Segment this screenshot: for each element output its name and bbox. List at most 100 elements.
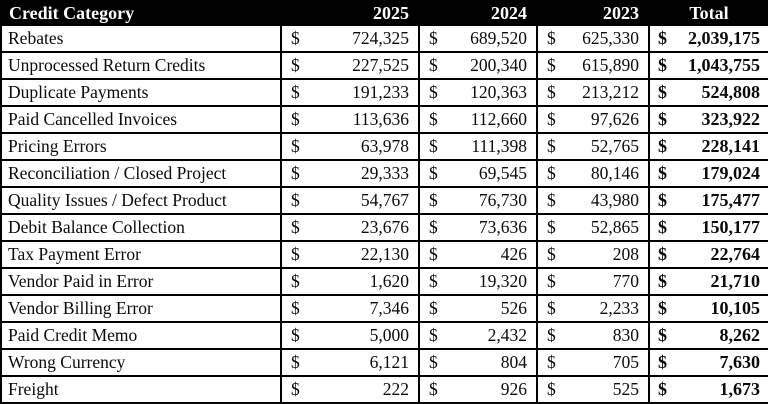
dollar-sign: $ [291,28,300,48]
amount-2024: 926 [500,379,527,399]
total-amount: 323,922 [701,109,761,129]
total-cell: $ 179,024 [648,159,768,188]
dollar-sign: $ [429,244,438,264]
table-row: Rebates $ 724,325 $ 689,520 $ 625,330 $ … [0,24,768,53]
category-cell: Quality Issues / Defect Product [0,186,282,215]
amount-2025: 7,346 [369,298,409,318]
total-amount: 228,141 [701,136,761,156]
header-2024: 2024 [418,0,538,26]
category-cell: Rebates [0,24,282,53]
dollar-sign: $ [658,325,667,345]
dollar-sign: $ [429,109,438,129]
amount-cell-2025: $ 6,121 [280,348,420,377]
amount-2023: 2,233 [599,298,639,318]
table-row: Debit Balance Collection $ 23,676 $ 73,6… [0,213,768,242]
header-total: Total [648,0,768,26]
total-amount: 150,177 [701,217,761,237]
dollar-sign: $ [291,271,300,291]
dollar-sign: $ [291,109,300,129]
amount-cell-2025: $ 724,325 [280,24,420,53]
category-cell: Pricing Errors [0,132,282,161]
amount-cell-2024: $ 111,398 [418,132,538,161]
table-row: Wrong Currency $ 6,121 $ 804 $ 705 $ 7,6… [0,348,768,377]
amount-2025: 5,000 [369,325,409,345]
table-row: Paid Credit Memo $ 5,000 $ 2,432 $ 830 $… [0,321,768,350]
amount-2023: 52,765 [590,136,639,156]
category-cell: Vendor Billing Error [0,294,282,323]
dollar-sign: $ [429,190,438,210]
amount-cell-2023: $ 213,212 [536,78,650,107]
category-cell: Paid Credit Memo [0,321,282,350]
amount-2023: 705 [612,352,639,372]
total-amount: 8,262 [719,325,761,345]
amount-cell-2025: $ 222 [280,375,420,404]
category-cell: Vendor Paid in Error [0,267,282,296]
amount-2024: 111,398 [471,136,527,156]
amount-2025: 724,325 [352,28,409,48]
dollar-sign: $ [429,136,438,156]
amount-2025: 22,130 [360,244,409,264]
amount-2023: 770 [612,271,639,291]
dollar-sign: $ [429,352,438,372]
amount-cell-2023: $ 615,890 [536,51,650,80]
total-cell: $ 1,043,755 [648,51,768,80]
amount-2025: 113,636 [352,109,409,129]
dollar-sign: $ [658,244,667,264]
amount-cell-2023: $ 830 [536,321,650,350]
amount-cell-2023: $ 2,233 [536,294,650,323]
total-cell: $ 524,808 [648,78,768,107]
dollar-sign: $ [547,217,556,237]
category-cell: Freight [0,375,282,404]
amount-2024: 73,636 [478,217,527,237]
total-cell: $ 228,141 [648,132,768,161]
amount-cell-2024: $ 926 [418,375,538,404]
amount-2024: 526 [500,298,527,318]
dollar-sign: $ [291,217,300,237]
amount-cell-2024: $ 120,363 [418,78,538,107]
amount-cell-2025: $ 191,233 [280,78,420,107]
amount-2025: 191,233 [352,82,409,102]
total-cell: $ 10,105 [648,294,768,323]
category-cell: Duplicate Payments [0,78,282,107]
table-row: Pricing Errors $ 63,978 $ 111,398 $ 52,7… [0,132,768,161]
header-row: Credit Category 2025 2024 2023 Total [0,0,768,26]
category-cell: Paid Cancelled Invoices [0,105,282,134]
amount-cell-2023: $ 770 [536,267,650,296]
category-cell: Reconciliation / Closed Project [0,159,282,188]
table-row: Quality Issues / Defect Product $ 54,767… [0,186,768,215]
total-amount: 524,808 [701,82,761,102]
total-cell: $ 323,922 [648,105,768,134]
dollar-sign: $ [291,136,300,156]
dollar-sign: $ [429,55,438,75]
total-amount: 1,043,755 [688,55,760,75]
dollar-sign: $ [291,298,300,318]
amount-2025: 6,121 [369,352,409,372]
amount-cell-2025: $ 1,620 [280,267,420,296]
amount-cell-2025: $ 23,676 [280,213,420,242]
amount-cell-2025: $ 227,525 [280,51,420,80]
amount-cell-2025: $ 54,767 [280,186,420,215]
category-cell: Tax Payment Error [0,240,282,269]
amount-cell-2024: $ 19,320 [418,267,538,296]
total-amount: 2,039,175 [688,28,760,48]
dollar-sign: $ [547,244,556,264]
dollar-sign: $ [547,190,556,210]
amount-cell-2024: $ 426 [418,240,538,269]
dollar-sign: $ [291,244,300,264]
dollar-sign: $ [658,82,667,102]
table-row: Freight $ 222 $ 926 $ 525 $ 1,673 [0,375,768,404]
table-row: Unprocessed Return Credits $ 227,525 $ 2… [0,51,768,80]
dollar-sign: $ [429,163,438,183]
dollar-sign: $ [429,82,438,102]
table-body: Rebates $ 724,325 $ 689,520 $ 625,330 $ … [0,24,768,404]
total-cell: $ 7,630 [648,348,768,377]
table-row: Paid Cancelled Invoices $ 113,636 $ 112,… [0,105,768,134]
total-amount: 175,477 [701,190,761,210]
dollar-sign: $ [547,82,556,102]
amount-2025: 63,978 [360,136,409,156]
header-2023: 2023 [536,0,650,26]
amount-2024: 804 [500,352,527,372]
total-amount: 179,024 [701,163,761,183]
dollar-sign: $ [429,271,438,291]
amount-2024: 200,340 [470,55,527,75]
